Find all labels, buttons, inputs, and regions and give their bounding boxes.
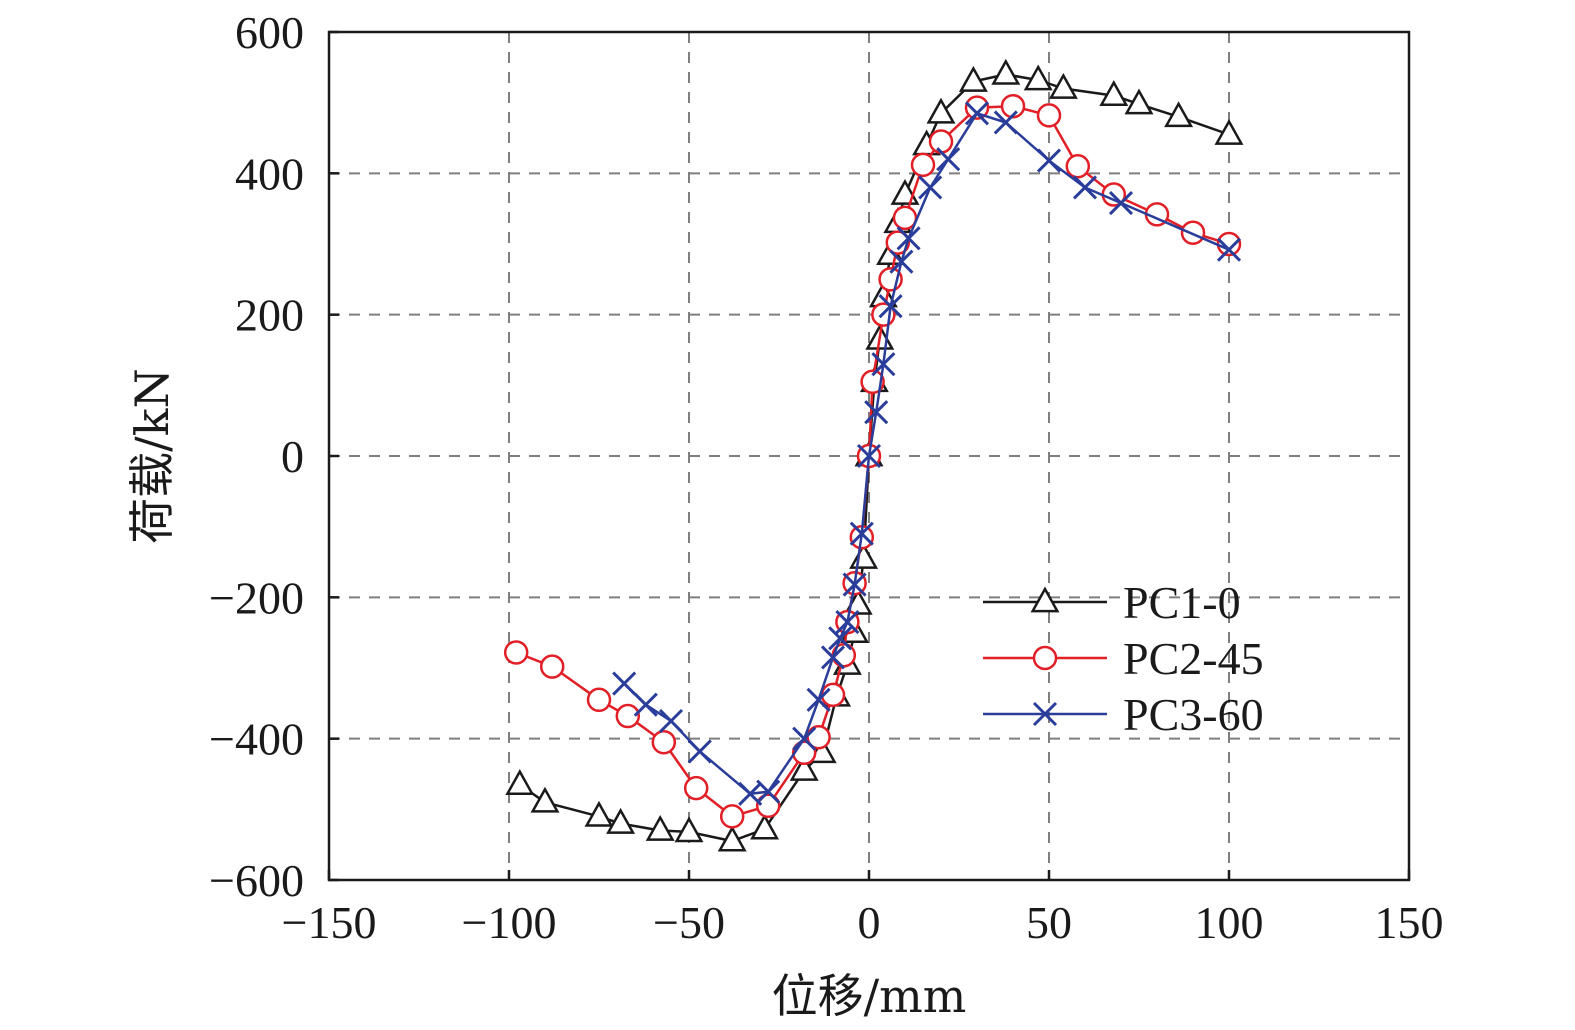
y-tick-label: 200: [235, 290, 304, 341]
data-point: [896, 226, 921, 251]
data-point: [612, 671, 637, 696]
y-tick-label: −200: [209, 572, 304, 623]
data-point: [820, 645, 846, 670]
series-pc2-45: [503, 93, 1242, 829]
data-point: [885, 230, 911, 255]
data-point: [584, 800, 614, 827]
x-tick-label: −100: [462, 897, 557, 948]
legend-item-pc1-0: PC1-0: [983, 577, 1241, 628]
data-point: [633, 692, 658, 717]
axis-ticks: [327, 30, 1411, 882]
data-point: [849, 521, 874, 546]
data-point: [586, 687, 612, 713]
y-tick-label: −400: [209, 714, 304, 765]
series-pc3-60: [612, 101, 1242, 806]
legend-marker: [1030, 586, 1060, 613]
data-point: [806, 687, 831, 712]
y-tick-label: 600: [235, 7, 304, 58]
legend-item-pc2-45: PC2-45: [983, 633, 1264, 684]
data-point: [755, 793, 781, 819]
data-point: [530, 786, 560, 813]
data-point: [993, 110, 1018, 135]
x-tick-label: 0: [858, 897, 881, 948]
data-point: [539, 654, 565, 679]
data-point: [828, 626, 853, 651]
data-point: [1108, 190, 1134, 216]
y-tick-label: −600: [209, 855, 304, 906]
data-point: [1036, 148, 1062, 173]
y-tick-label: 0: [281, 431, 304, 482]
legend-label: PC1-0: [1123, 577, 1241, 628]
y-axis-title: 荷载/kN: [125, 368, 179, 544]
y-tick-labels: −600 −400 −200 0 200 400 600: [209, 7, 304, 906]
data-point: [1180, 220, 1206, 245]
data-point: [719, 804, 745, 829]
plot-series: [503, 58, 1244, 852]
data-point: [835, 610, 860, 635]
data-point: [856, 443, 882, 469]
data-point: [674, 816, 704, 843]
legend-marker: [1032, 645, 1058, 671]
data-point: [1099, 80, 1129, 106]
data-point: [842, 572, 867, 597]
data-point: [1065, 154, 1091, 179]
x-tick-label: 150: [1375, 897, 1444, 948]
data-point: [910, 152, 936, 178]
data-point: [1072, 175, 1098, 200]
data-point: [1036, 103, 1062, 128]
data-point: [928, 129, 954, 154]
data-point: [878, 294, 903, 319]
data-point: [606, 807, 636, 834]
data-point: [964, 95, 990, 120]
data-point: [683, 775, 709, 801]
x-tick-label: 100: [1195, 897, 1264, 948]
data-point: [1048, 72, 1078, 99]
grid: [329, 32, 1409, 880]
data-point: [658, 708, 684, 734]
data-point: [1216, 237, 1242, 262]
data-point: [864, 400, 889, 425]
data-point: [756, 779, 781, 804]
legend-marker: [1032, 701, 1058, 727]
data-point: [918, 175, 943, 200]
x-tick-label: −50: [653, 897, 725, 948]
data-point: [792, 726, 817, 751]
x-tick-label: −150: [282, 897, 377, 948]
data-point: [687, 739, 712, 764]
legend-item-pc3-60: PC3-60: [983, 689, 1264, 740]
data-point: [871, 352, 896, 377]
data-point: [1214, 118, 1244, 145]
data-point: [926, 97, 956, 124]
data-point: [651, 729, 677, 755]
data-point: [750, 813, 780, 840]
data-point: [789, 754, 819, 781]
data-point: [717, 825, 747, 852]
legend-label: PC3-60: [1123, 689, 1264, 740]
legend-label: PC2-45: [1123, 633, 1264, 684]
data-point: [1023, 64, 1053, 91]
data-point: [958, 65, 988, 92]
data-point: [1164, 101, 1194, 128]
data-point: [645, 814, 675, 841]
data-point: [964, 101, 990, 126]
data-point: [991, 58, 1021, 85]
data-point: [860, 369, 885, 395]
x-tick-label: 50: [1026, 897, 1072, 948]
data-point: [615, 703, 641, 729]
x-axis-title: 位移/mm: [772, 969, 967, 1023]
series-pc1-0: [505, 58, 1244, 852]
data-point: [505, 769, 535, 795]
data-point: [889, 249, 914, 274]
data-point: [936, 147, 961, 172]
y-tick-label: 400: [235, 148, 304, 199]
x-tick-labels: −150 −100 −50 0 50 100 150: [282, 897, 1444, 948]
data-point: [1124, 88, 1154, 115]
data-point: [503, 640, 529, 665]
